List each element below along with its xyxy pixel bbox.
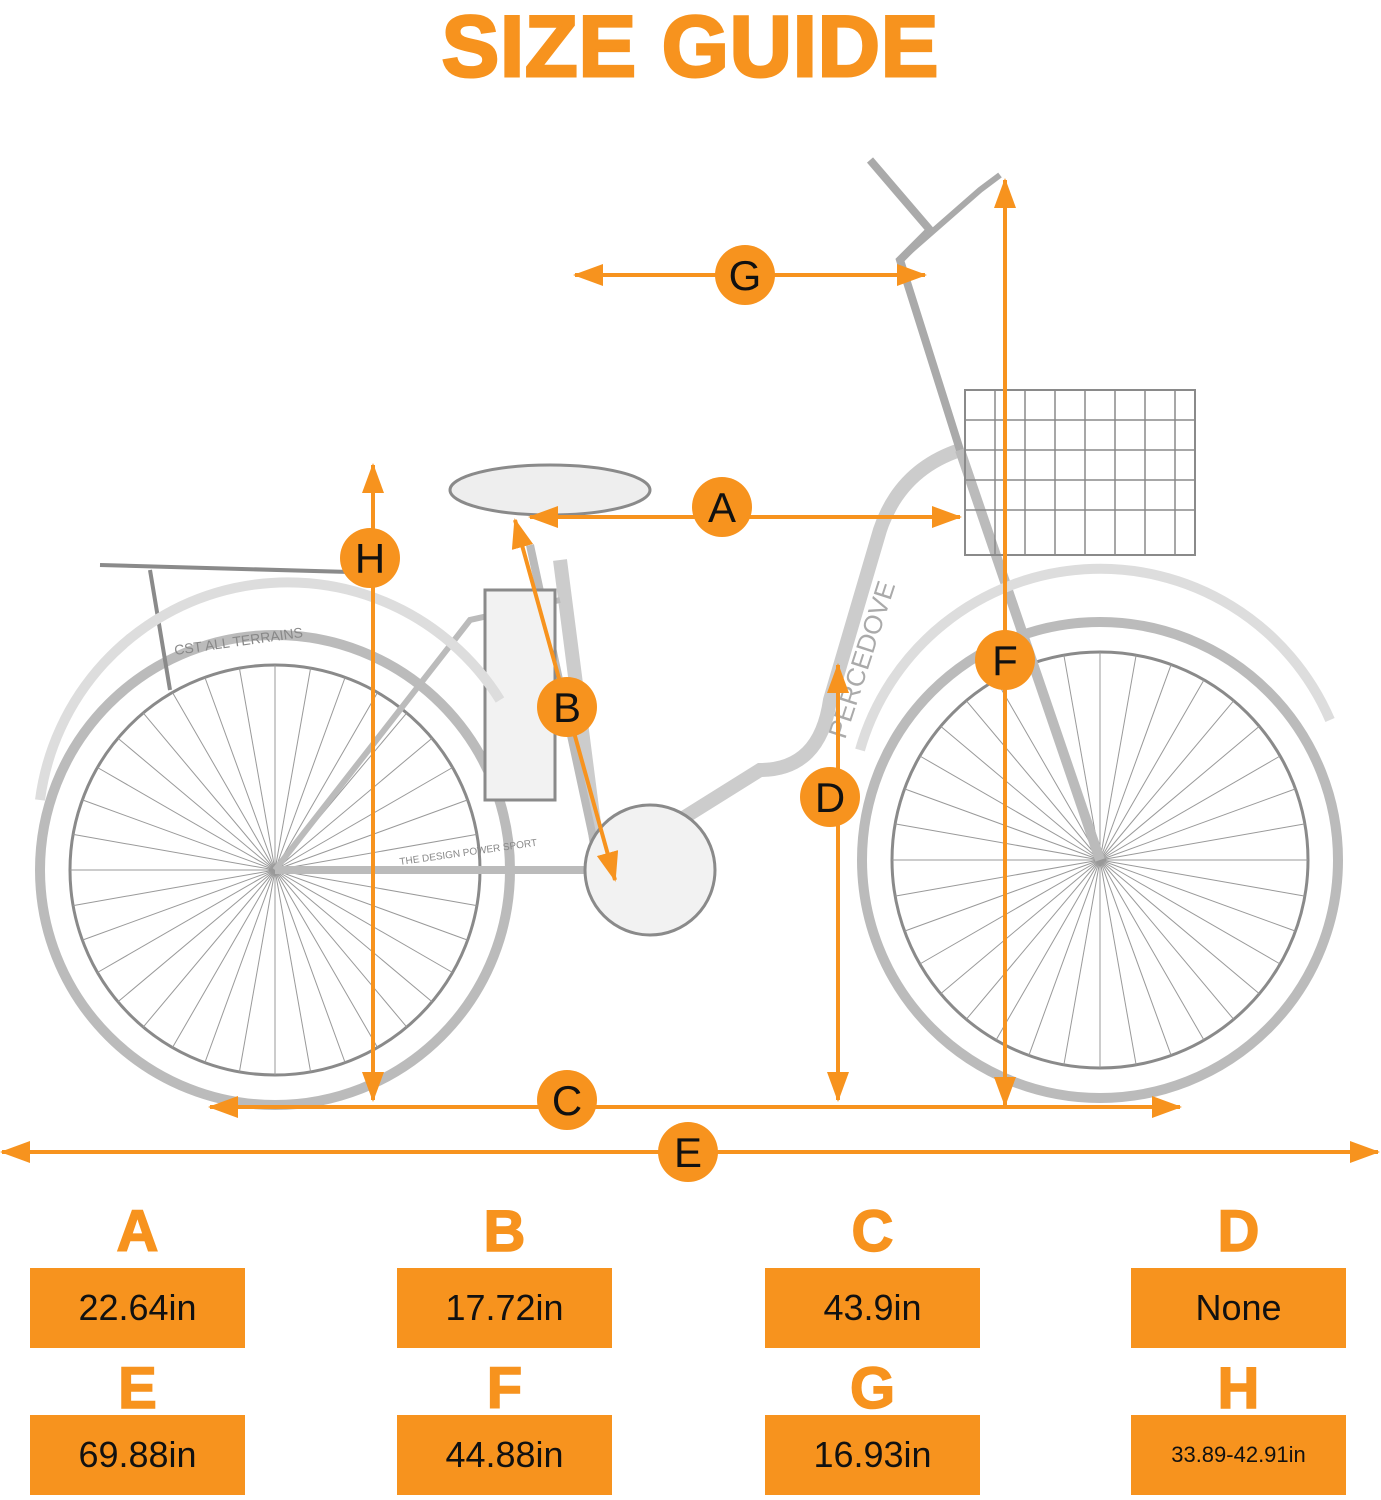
- spoke: [1099, 755, 1281, 861]
- spoke: [274, 677, 346, 871]
- spoke: [1099, 788, 1296, 861]
- spoke: [940, 859, 1101, 995]
- spoke: [1099, 655, 1137, 861]
- marker-e-circle: [658, 1122, 718, 1182]
- spoke: [274, 692, 378, 871]
- front-fender: [855, 563, 1335, 752]
- measurement-value-h: 33.89-42.91in: [1131, 1415, 1346, 1495]
- spoke: [1099, 679, 1205, 861]
- spoke: [274, 869, 312, 1072]
- measurement-value-a: 22.64in: [30, 1268, 245, 1348]
- measurement-key-a: A: [116, 1198, 159, 1265]
- marker-d-label: D: [815, 774, 845, 821]
- spoke: [1099, 700, 1235, 861]
- spoke: [117, 869, 276, 1003]
- measurement-value-g: 16.93in: [765, 1415, 980, 1495]
- spoke: [82, 799, 276, 871]
- spoke: [1099, 859, 1260, 995]
- spoke: [274, 869, 378, 1048]
- page-title: SIZE GUIDE: [440, 0, 940, 97]
- spoke: [73, 869, 276, 907]
- spoke: [1063, 859, 1101, 1065]
- spoke: [1099, 823, 1305, 861]
- marker-g-circle: [715, 245, 775, 305]
- spoke: [1099, 664, 1172, 861]
- measurement-key-e: E: [117, 1355, 157, 1422]
- marker-e-label: E: [674, 1129, 702, 1176]
- spoke: [82, 869, 276, 941]
- bike-illustration: PERCEDOVE CST ALL TERRAINS THE DESIGN PO…: [35, 157, 1343, 1110]
- spoke: [204, 869, 276, 1063]
- spoke: [274, 737, 433, 871]
- spoke: [97, 869, 276, 973]
- spoke: [274, 869, 433, 1003]
- marker-h-label: H: [355, 535, 385, 582]
- spoke: [1099, 859, 1205, 1041]
- measurement-value-b: 17.72in: [397, 1268, 612, 1348]
- rear-rack: [99, 563, 351, 691]
- measurement-value-f: 44.88in: [397, 1415, 612, 1495]
- marker-c-circle: [537, 1070, 597, 1130]
- marker-f-label: F: [992, 637, 1018, 684]
- marker-a-label: A: [708, 484, 736, 531]
- spoke: [1099, 859, 1235, 1020]
- spoke: [1099, 859, 1137, 1065]
- saddle: [448, 463, 652, 517]
- measurement-key-h: H: [1217, 1355, 1260, 1422]
- measurement-key-f: F: [486, 1355, 523, 1422]
- spoke: [117, 737, 276, 871]
- spoke: [940, 725, 1101, 861]
- spoke: [238, 869, 276, 1072]
- chainring: [583, 803, 717, 937]
- spoke: [274, 668, 312, 871]
- spoke: [73, 833, 276, 871]
- marker-b-label: B: [553, 684, 581, 731]
- marker-c-label: C: [552, 1077, 582, 1124]
- rear-fender: [35, 577, 505, 801]
- spoke: [97, 767, 276, 871]
- basket: [964, 389, 1196, 556]
- tire-lettering: CST ALL TERRAINS: [173, 624, 304, 658]
- spoke: [172, 692, 276, 871]
- spoke: [204, 677, 276, 871]
- bike-diagram: PERCEDOVE CST ALL TERRAINS THE DESIGN PO…: [0, 157, 1380, 1182]
- marker-b-circle: [537, 677, 597, 737]
- marker-a-circle: [692, 477, 752, 537]
- measurement-value-c: 43.9in: [765, 1268, 980, 1348]
- marker-d-circle: [800, 767, 860, 827]
- spoke: [965, 700, 1101, 861]
- spoke: [274, 869, 408, 1028]
- marker-f-circle: [975, 630, 1035, 690]
- measurement-key-g: G: [849, 1355, 896, 1422]
- spoke: [1099, 859, 1281, 965]
- measurement-value-e: 69.88in: [30, 1415, 245, 1495]
- spoke: [1099, 859, 1172, 1056]
- spoke: [1099, 859, 1296, 932]
- spoke: [1028, 859, 1101, 1056]
- spoke: [274, 869, 346, 1063]
- spoke: [238, 668, 276, 871]
- frame-lettering: THE DESIGN POWER SPORT: [399, 838, 538, 868]
- spoke: [1099, 725, 1260, 861]
- spoke: [1063, 655, 1101, 861]
- measurement-key-b: B: [483, 1198, 526, 1265]
- marker-h-circle: [340, 528, 400, 588]
- spoke: [142, 712, 276, 871]
- measurement-key-d: D: [1217, 1198, 1260, 1265]
- spoke: [142, 869, 276, 1028]
- measurement-value-d: None: [1131, 1268, 1346, 1348]
- measurement-key-c: C: [851, 1198, 894, 1265]
- spoke: [172, 869, 276, 1048]
- spoke: [1099, 859, 1305, 897]
- marker-g-label: G: [729, 252, 762, 299]
- spoke: [965, 859, 1101, 1020]
